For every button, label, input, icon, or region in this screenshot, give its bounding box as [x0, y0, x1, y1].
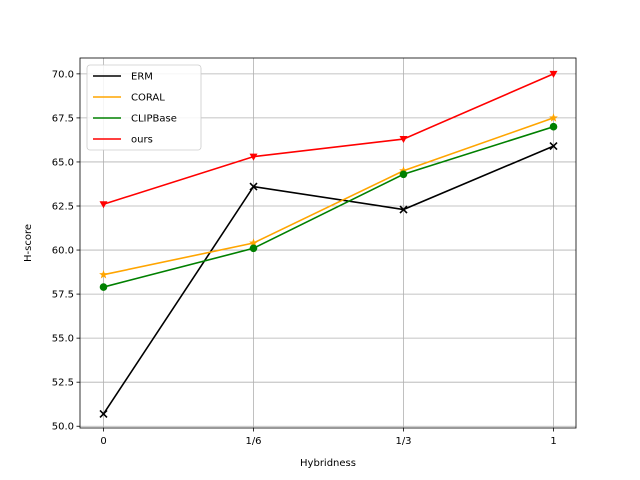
series-erm [99, 142, 558, 418]
plot-frame [79, 57, 577, 429]
data-point-coral [249, 238, 258, 247]
data-point-ours [99, 201, 108, 209]
data-point-ours [399, 136, 408, 144]
series-coral [99, 113, 558, 279]
data-point-clipbase [249, 244, 258, 253]
legend-label: ours [131, 135, 153, 146]
legend-item: CLIPBase [93, 114, 177, 125]
legend-item: ours [93, 135, 153, 146]
data-point-erm [399, 205, 408, 214]
legend: ERM CORAL CLIPBase ours [86, 64, 202, 151]
x-tick-label: 1/3 [395, 436, 411, 447]
x-tick-label: 1/6 [245, 436, 261, 447]
data-point-erm [549, 142, 558, 151]
data-point-clipbase [399, 170, 408, 179]
y-tick-label: 67.5 [52, 113, 74, 124]
data-point-ours [249, 153, 258, 161]
series-ours [99, 70, 558, 209]
y-tick-label: 60.0 [52, 246, 74, 257]
data-point-clipbase [99, 283, 108, 291]
y-axis-label: H-score [23, 224, 34, 262]
series-clipbase [99, 122, 558, 291]
legend-item: CORAL [93, 93, 165, 104]
y-tick-label: 50.0 [52, 422, 74, 433]
legend-item: ERM [93, 72, 153, 83]
y-tick-label: 62.5 [52, 202, 74, 213]
y-tick-label: 65.0 [52, 157, 74, 168]
legend-label: CLIPBase [131, 114, 177, 125]
x-axis-label: Hybridness [300, 458, 356, 469]
data-point-coral [399, 166, 408, 175]
y-axis: 50.0 52.5 55.0 57.5 60.0 62.5 65.0 67.5 70.0 [52, 69, 80, 433]
y-tick-label: 70.0 [52, 69, 74, 80]
data-point-coral [549, 113, 558, 122]
data-point-erm [249, 182, 258, 191]
series-line-coral [103, 117, 554, 276]
legend-label: CORAL [131, 93, 165, 104]
series-line-ours [103, 73, 554, 206]
y-tick-label: 52.5 [52, 378, 74, 389]
series-line-erm [102, 145, 554, 415]
data-point-ours [549, 70, 558, 78]
series-layer [99, 70, 558, 418]
data-point-erm [99, 409, 108, 418]
x-tick-label: 0 [100, 436, 106, 447]
x-axis: 0 1/6 1/3 1 [100, 428, 557, 447]
y-tick-label: 57.5 [52, 290, 74, 301]
data-point-clipbase [549, 122, 558, 131]
x-tick-label: 1 [550, 436, 556, 447]
series-line-clipbase [103, 125, 554, 288]
legend-label: ERM [131, 72, 153, 83]
legend-box [86, 64, 202, 151]
data-point-coral [99, 270, 108, 279]
y-tick-label: 55.0 [52, 334, 74, 345]
